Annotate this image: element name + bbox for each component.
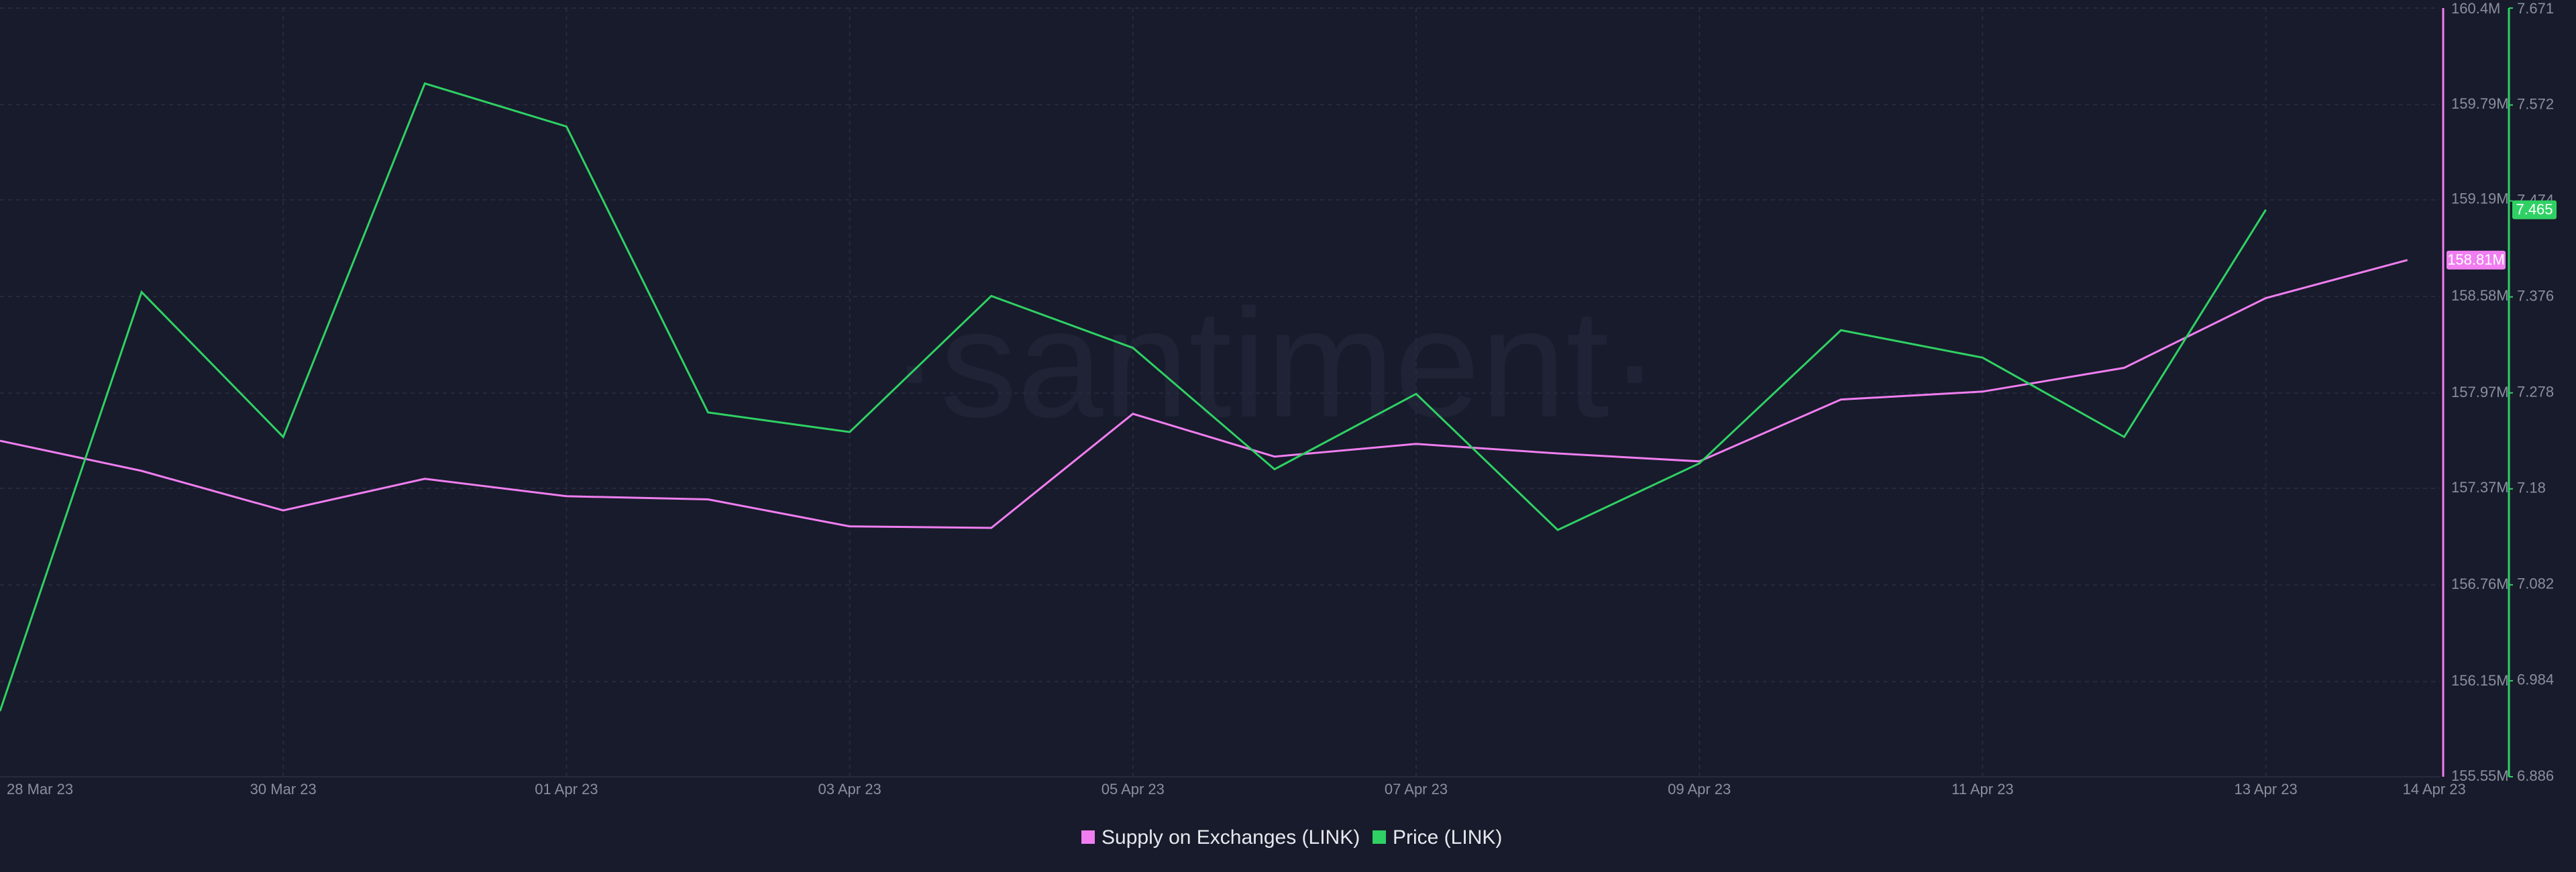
y-tick-label: 158.58M: [2451, 287, 2509, 304]
legend-swatch: [1081, 830, 1095, 844]
x-tick-label: 11 Apr 23: [1951, 781, 2014, 798]
y-tick-label: 160.4M: [2451, 0, 2500, 17]
y2-tick-label: 7.082: [2517, 576, 2554, 592]
y2-tick-label: 6.984: [2517, 671, 2554, 688]
x-tick-label: 14 Apr 23: [2403, 781, 2466, 798]
series-line: [0, 259, 2408, 529]
y2-tick-label: 7.376: [2517, 287, 2554, 304]
y-tick-label: 157.97M: [2451, 384, 2509, 400]
legend-label: Supply on Exchanges (LINK): [1102, 826, 1360, 849]
y-tick-label: 157.37M: [2451, 479, 2509, 496]
x-tick-label: 05 Apr 23: [1102, 781, 1165, 798]
y2-tick-label: 6.886: [2517, 767, 2554, 784]
y2-tick-label: 7.671: [2517, 0, 2554, 17]
last-value-label: 7.465: [2516, 201, 2553, 218]
last-value-badge: [2512, 200, 2557, 219]
watermark: ·santiment·: [889, 277, 1660, 449]
y-tick-label: 159.19M: [2451, 190, 2509, 207]
legend-swatch: [1373, 830, 1386, 844]
x-tick-label: 09 Apr 23: [1668, 781, 1731, 798]
series-line: [0, 82, 2267, 712]
last-value-badge: [2447, 250, 2506, 270]
x-tick-label: 07 Apr 23: [1385, 781, 1448, 798]
y2-tick-label: 7.572: [2517, 95, 2554, 112]
y2-tick-label: 7.18: [2517, 480, 2546, 496]
y2-tick-label: 7.278: [2517, 384, 2554, 400]
x-tick-label: 01 Apr 23: [535, 781, 598, 798]
x-tick-label: 03 Apr 23: [818, 781, 881, 798]
x-tick-label: 30 Mar 23: [250, 781, 317, 798]
y-tick-label: 156.76M: [2451, 576, 2509, 592]
y-tick-label: 159.79M: [2451, 95, 2509, 112]
legend-label: Price (LINK): [1393, 826, 1502, 849]
last-value-label: 158.81M: [2447, 252, 2505, 268]
x-tick-label: 13 Apr 23: [2235, 781, 2298, 798]
x-tick-label: 28 Mar 23: [7, 781, 73, 798]
y-tick-label: 156.15M: [2451, 672, 2509, 689]
y-tick-label: 155.55M: [2451, 767, 2509, 784]
